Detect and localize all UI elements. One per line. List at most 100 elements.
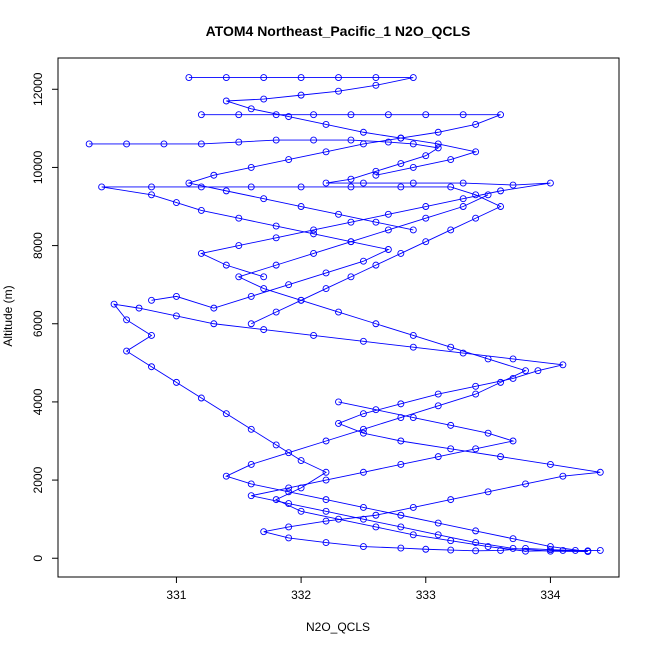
- data-point: [497, 453, 505, 461]
- data-point: [110, 300, 118, 308]
- data-point: [522, 480, 529, 488]
- data-point: [197, 140, 205, 148]
- data-point: [434, 453, 442, 461]
- y-tick-label: 4000: [31, 388, 45, 415]
- data-point: [285, 449, 293, 457]
- data-point: [322, 517, 330, 525]
- data-point: [434, 531, 442, 539]
- data-point: [322, 539, 330, 547]
- data-point: [497, 111, 505, 119]
- data-point: [222, 472, 230, 480]
- data-point: [497, 187, 505, 195]
- data-point: [160, 140, 168, 148]
- data-point: [384, 111, 392, 119]
- data-point: [260, 326, 268, 334]
- data-point: [322, 496, 330, 504]
- data-point: [197, 394, 205, 402]
- data-point: [347, 273, 355, 281]
- plot-frame: [57, 57, 620, 578]
- data-point: [534, 367, 542, 375]
- series-line: [187, 114, 501, 231]
- data-point: [459, 203, 467, 210]
- data-point: [372, 218, 380, 226]
- data-point: [297, 74, 305, 81]
- data-point: [197, 249, 205, 257]
- x-tick-label: 334: [540, 588, 560, 602]
- data-point: [472, 445, 480, 453]
- data-point: [322, 468, 330, 476]
- data-point: [372, 74, 380, 81]
- data-point: [447, 445, 455, 453]
- data-point: [472, 148, 480, 156]
- data-point: [310, 226, 318, 234]
- data-point: [247, 292, 255, 300]
- data-point: [509, 375, 517, 382]
- data-point: [359, 543, 367, 550]
- series-line: [89, 139, 551, 278]
- data-point: [359, 337, 367, 345]
- data-point: [447, 156, 455, 164]
- data-point: [347, 218, 355, 226]
- data-point: [197, 183, 205, 191]
- data-point: [397, 460, 405, 468]
- data-point: [409, 163, 417, 171]
- data-point: [310, 230, 318, 238]
- data-point: [272, 308, 280, 316]
- data-point: [247, 183, 255, 191]
- plot-area: [85, 74, 604, 556]
- y-axis-label: Altitude (m): [1, 285, 15, 346]
- data-point: [434, 128, 442, 136]
- data-point: [247, 492, 255, 500]
- data-point: [297, 183, 305, 191]
- data-point: [359, 179, 367, 187]
- data-point: [359, 425, 367, 433]
- x-tick-label: 333: [416, 588, 436, 602]
- data-point: [397, 523, 405, 531]
- data-point: [447, 421, 455, 429]
- data-point: [359, 140, 367, 148]
- data-point: [522, 367, 529, 375]
- data-point: [509, 545, 517, 552]
- data-point: [247, 480, 255, 488]
- data-point: [347, 183, 355, 191]
- data-point: [472, 547, 480, 555]
- data-point: [472, 539, 480, 547]
- data-point: [335, 87, 342, 95]
- data-point: [472, 120, 480, 128]
- data-point: [472, 527, 480, 535]
- data-point: [397, 544, 405, 552]
- data-point: [272, 261, 280, 269]
- x-tick-label: 332: [291, 588, 311, 602]
- data-point: [285, 113, 293, 121]
- data-point: [235, 273, 243, 281]
- data-point: [434, 519, 442, 527]
- data-point: [197, 111, 205, 119]
- data-point: [596, 468, 604, 476]
- series-line: [225, 194, 588, 553]
- data-point: [384, 138, 392, 146]
- axis-ticks: 331 332 333 334 0 2000 4000 6000 8000 10000 12000: [31, 72, 561, 602]
- y-tick-label: 2000: [31, 466, 45, 493]
- y-tick-label: 12000: [31, 72, 45, 106]
- data-point: [285, 156, 293, 164]
- data-point: [123, 140, 131, 148]
- data-point: [509, 535, 517, 543]
- data-point: [210, 320, 218, 328]
- data-point: [397, 414, 405, 421]
- data-point: [384, 226, 392, 234]
- data-point: [135, 304, 143, 312]
- data-point: [484, 488, 492, 496]
- data-point: [372, 81, 380, 89]
- data-point: [335, 398, 342, 406]
- data-point: [472, 382, 480, 390]
- data-point: [347, 136, 355, 144]
- data-point: [347, 175, 355, 183]
- data-point: [148, 332, 155, 339]
- data-point: [247, 163, 255, 171]
- data-point: [197, 206, 205, 214]
- data-point: [322, 120, 330, 128]
- data-point: [546, 547, 554, 555]
- data-point: [409, 179, 417, 187]
- data-point: [546, 179, 554, 187]
- data-point: [484, 543, 492, 550]
